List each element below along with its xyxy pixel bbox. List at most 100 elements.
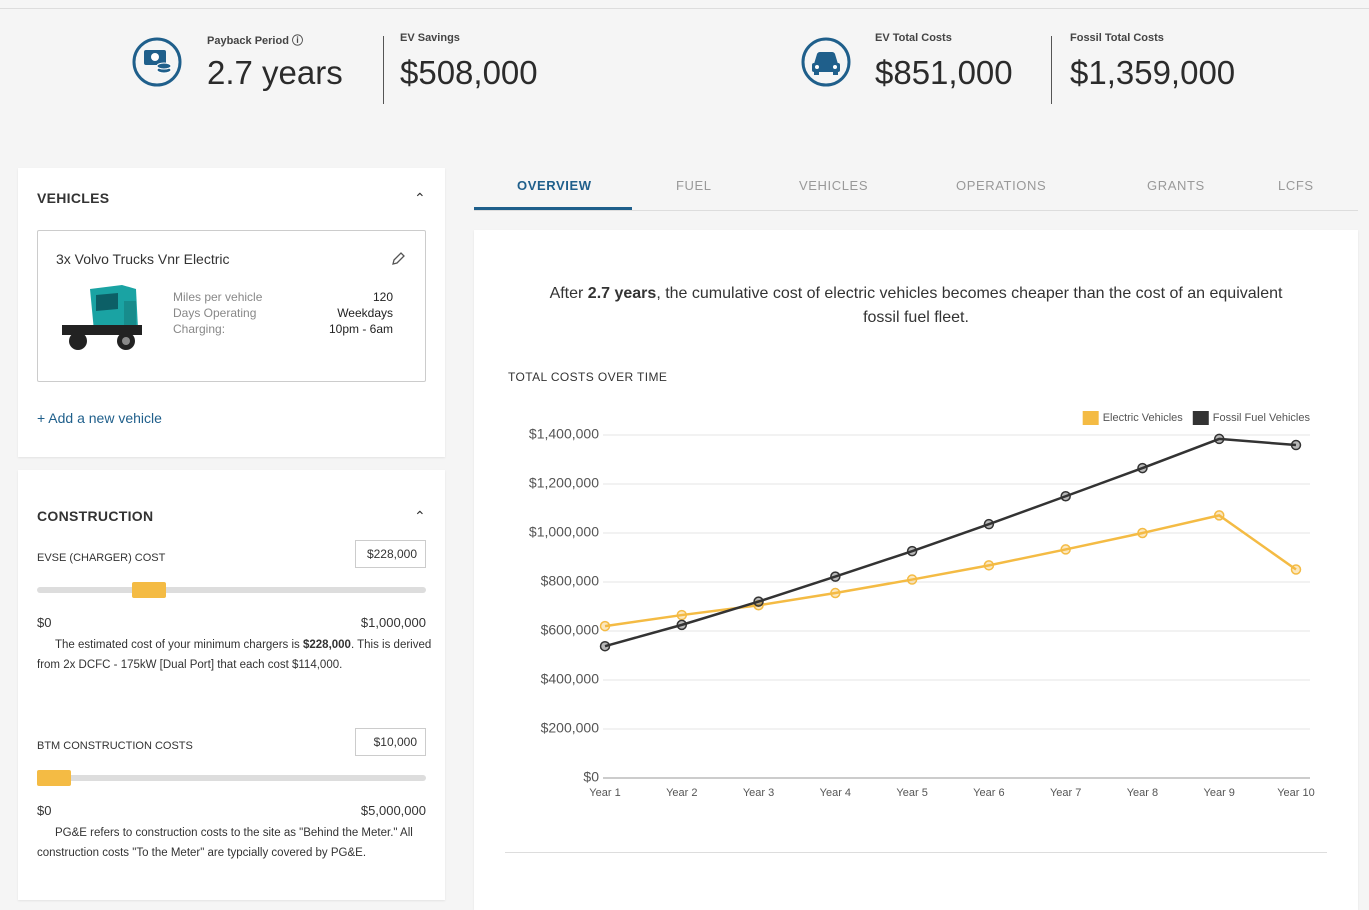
data-point	[830, 587, 841, 599]
data-point	[599, 640, 611, 652]
tab-underline	[474, 207, 632, 211]
spec-value: 120	[372, 290, 393, 304]
note-text: PG&E refers to construction costs to the…	[37, 827, 413, 859]
y-tick-label: $1,200,000	[529, 475, 599, 491]
truck-image	[62, 285, 142, 350]
data-point	[1213, 510, 1225, 521]
note: PG&E refers to construction costs to the…	[37, 823, 432, 863]
data-point	[676, 609, 688, 621]
x-tick-label: Year 4	[820, 787, 851, 799]
vehicle-icon	[801, 37, 851, 87]
spec-row: Miles per vehicle 120	[173, 289, 393, 305]
series-line	[604, 437, 1297, 648]
data-point	[676, 619, 688, 631]
data-point	[906, 574, 918, 585]
collapse-toggle[interactable]: ⌃	[414, 508, 426, 524]
slider-max: $5,000,000	[360, 803, 426, 818]
slider-max: $1,000,000	[360, 615, 426, 630]
x-tick-label: Year 2	[666, 787, 697, 799]
tab-rule	[474, 210, 1358, 211]
top-rule	[0, 8, 1369, 9]
stat-value: 2.7 years	[207, 54, 343, 91]
slider-track	[37, 775, 426, 781]
tab[interactable]: OPERATIONS	[956, 178, 1047, 193]
add-vehicle-link[interactable]: + Add a new vehicle	[37, 410, 162, 426]
field-label: EVSE (CHARGER) COST	[37, 552, 166, 564]
y-tick-label: $1,400,000	[529, 426, 599, 442]
data-point	[1290, 564, 1302, 575]
data-point	[830, 571, 841, 582]
data-point	[983, 560, 995, 571]
stat-label: Fossil Total Costs	[1070, 32, 1164, 44]
tab[interactable]: FUEL	[676, 178, 712, 193]
vehicle-box: 3x Volvo Trucks Vnr Electric Miles per v…	[37, 230, 426, 382]
tab[interactable]: VEHICLES	[799, 178, 869, 193]
line-chart: $0 $200,000 $400,000 $600,000 $800,000 $1,000…	[529, 411, 1315, 799]
value-input[interactable]: $228,000	[355, 540, 426, 568]
x-tick-label: Year 8	[1127, 787, 1158, 799]
note-text: The estimated cost of your minimum charg…	[55, 639, 303, 651]
data-point	[1290, 439, 1302, 451]
summary-part: After	[549, 285, 588, 302]
legend-label: Electric Vehicles	[1103, 412, 1184, 424]
spec-label: Charging:	[173, 322, 226, 336]
data-point	[753, 596, 764, 607]
panel-title: VEHICLES	[37, 190, 110, 206]
data-point	[906, 545, 918, 557]
note-text: . This is derived from 2x DCFC - 175kW […	[37, 639, 432, 671]
data-point	[1137, 462, 1148, 474]
stat-label-text: Payback Period	[207, 35, 289, 47]
slider-handle[interactable]	[132, 582, 166, 598]
collapse-toggle[interactable]: ⌃	[414, 190, 426, 206]
divider	[383, 36, 384, 104]
x-tick-label: Year 1	[589, 787, 620, 799]
y-tick-label: $600,000	[541, 622, 600, 638]
series-line	[604, 514, 1297, 628]
x-tick-label: Year 6	[973, 787, 1004, 799]
spec-row: Days Operating Weekdays	[173, 305, 393, 321]
field-label: BTM CONSTRUCTION COSTS	[37, 740, 193, 752]
y-tick-label: $800,000	[541, 573, 600, 589]
data-point	[1137, 527, 1148, 539]
slider-track	[37, 587, 426, 593]
chart-title: TOTAL COSTS OVER TIME	[508, 370, 668, 384]
y-tick-label: $200,000	[541, 720, 600, 736]
panel-title: CONSTRUCTION	[37, 508, 154, 524]
stat-value: $1,359,000	[1070, 54, 1236, 91]
page: Payback Period ⓘ 2.7 years EV Savings $5…	[0, 8, 1369, 859]
payback-icon	[132, 37, 182, 87]
construction-card: CONSTRUCTION ⌃ EVSE (CHARGER) COST $228,0…	[18, 470, 445, 900]
data-point	[983, 518, 995, 530]
spec-row: Charging: 10pm - 6am	[173, 321, 393, 337]
bottom-rule	[505, 852, 1327, 853]
data-point	[599, 620, 611, 632]
y-tick-label: $400,000	[541, 671, 600, 687]
tab[interactable]: LCFS	[1278, 178, 1314, 193]
y-tick-label: $0	[583, 769, 599, 785]
x-tick-label: Year 7	[1050, 787, 1081, 799]
x-tick-label: Year 5	[896, 787, 927, 799]
stat-label: Payback Period ⓘ	[207, 35, 303, 47]
summary-bold: 2.7 years	[587, 285, 657, 302]
legend-label: Fossil Fuel Vehicles	[1213, 412, 1311, 424]
note-bold: $228,000	[302, 639, 351, 651]
slider-handle[interactable]	[37, 770, 71, 786]
data-point	[1060, 491, 1071, 502]
note: The estimated cost of your minimum charg…	[37, 635, 432, 675]
stat-value: $851,000	[875, 54, 1013, 91]
stat-label: EV Savings	[400, 32, 460, 44]
data-point	[1213, 433, 1225, 445]
edit-button[interactable]	[390, 251, 406, 267]
slider-min: $0	[37, 615, 52, 630]
stat-label: EV Total Costs	[875, 32, 952, 44]
chart-card: After 2.7 years, the cumulative cost of …	[474, 230, 1358, 910]
legend-swatch	[1192, 411, 1209, 425]
vehicle-name: 3x Volvo Trucks Vnr Electric	[56, 251, 230, 267]
stat-value: $508,000	[400, 54, 538, 91]
x-tick-label: Year 3	[743, 787, 774, 799]
y-tick-label: $1,000,000	[529, 524, 599, 540]
tab[interactable]: GRANTS	[1147, 178, 1205, 193]
spec-value: Weekdays	[337, 306, 393, 320]
value-input[interactable]: $10,000	[355, 728, 426, 756]
tab[interactable]: OVERVIEW	[517, 178, 592, 193]
